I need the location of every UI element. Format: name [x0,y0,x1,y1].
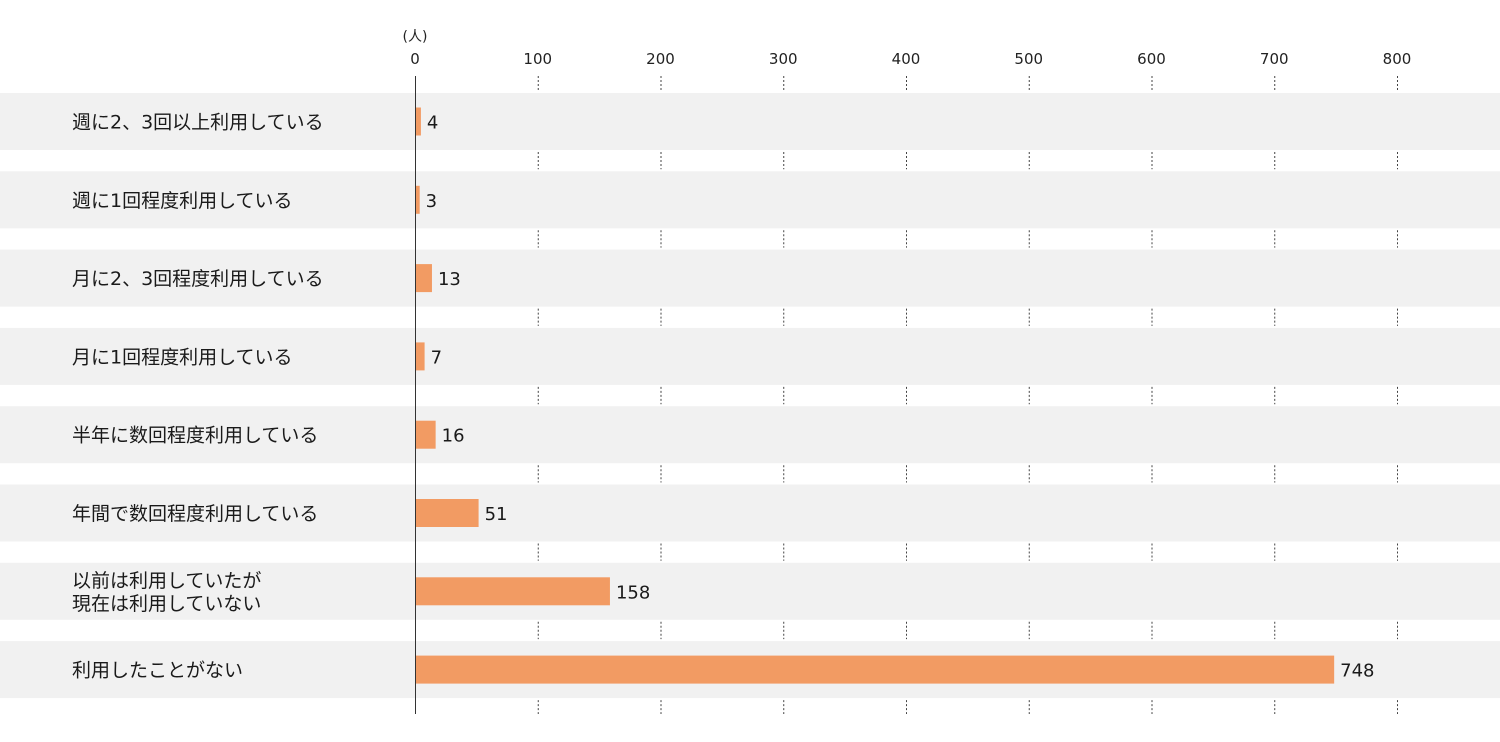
axis-unit-label: (人) [403,29,428,45]
row-background [0,93,1500,150]
category-label: 利用したことがない [72,660,243,682]
tick-label: 700 [1260,50,1289,68]
tick-label: 100 [523,50,552,68]
bar [416,420,436,449]
category-labels: 週に2、3回以上利用している週に1回程度利用している月に2、3回程度利用している… [72,112,324,682]
row-background [0,484,1500,542]
value-label: 158 [616,582,650,603]
category-label: 以前は利用していたが [72,570,261,592]
bar [416,499,479,527]
tick-label: 300 [769,50,798,68]
category-label: 月に1回程度利用している [72,346,293,368]
row-background [0,327,1500,385]
category-label: 週に2、3回以上利用している [72,112,324,134]
value-label: 3 [426,191,437,212]
tick-label: 600 [1137,50,1166,68]
bar [416,655,1335,684]
value-label: 4 [427,113,438,134]
category-label: 半年に数回程度利用している [72,425,318,447]
value-label: 7 [431,347,442,368]
tick-label: 0 [410,50,420,68]
category-label: 年間で数回程度利用している [72,503,318,525]
category-label: 月に2、3回程度利用している [72,268,324,290]
gridlines [537,76,1398,714]
row-background [0,249,1500,307]
value-label: 16 [442,426,465,447]
bar [416,185,420,214]
value-label: 748 [1340,661,1374,682]
row-background [0,406,1500,464]
bars [416,107,1335,684]
bar [416,264,432,293]
bar [416,577,610,606]
row-background [0,562,1500,620]
category-label: 現在は利用していない [72,593,261,615]
row-backgrounds [0,93,1500,699]
tick-label: 200 [646,50,675,68]
tick-label: 400 [892,50,921,68]
row-background [0,171,1500,229]
value-labels: 4 3 13 7 16 51 158 748 [426,113,1375,682]
bar [416,107,421,136]
bar [416,342,425,371]
x-axis: 0 100 200 300 400 500 600 700 800 (人) [403,29,1412,714]
value-label: 51 [485,504,508,525]
value-label: 13 [438,269,461,290]
category-label: 週に1回程度利用している [72,190,293,212]
tick-label: 500 [1014,50,1043,68]
tick-label: 800 [1383,50,1412,68]
